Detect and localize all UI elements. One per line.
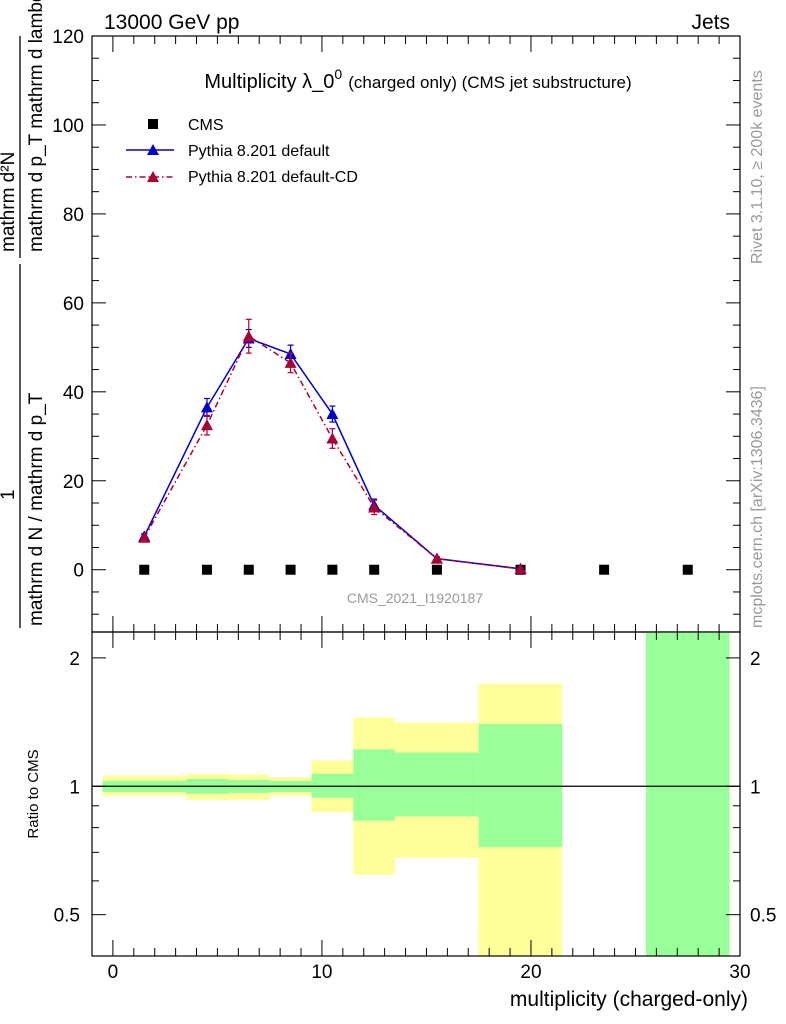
legend-pythia-marker: [147, 144, 159, 155]
main-y-tick-label: 80: [63, 205, 84, 226]
legend-pythia-cd-marker: [147, 171, 159, 182]
data-point-2: [326, 432, 339, 444]
data-point-2: [242, 330, 255, 342]
ratio-band-inner: [478, 723, 563, 848]
legend-pythia-cd-label: Pythia 8.201 default-CD: [188, 169, 358, 186]
main-ylabel-bot-den: mathrm d N / mathrm d p_T: [26, 392, 47, 626]
data-point-2: [138, 531, 151, 543]
data-point-cms: [682, 564, 693, 575]
ratio-band-inner: [645, 632, 730, 956]
chart-title-main: Multiplicity λ_0: [204, 71, 334, 93]
ratio-y-tick-label-right: 1: [750, 777, 761, 798]
legend-pythia-label: Pythia 8.201 default: [188, 143, 330, 160]
main-ylabel-top-den: mathrm d p_T mathrm d lambda: [26, 0, 47, 252]
data-point-cms: [327, 564, 338, 575]
series-line-1: [143, 337, 521, 570]
ratio-bands: [102, 632, 730, 956]
series-line-2: [143, 335, 521, 570]
header-right: Jets: [691, 11, 730, 34]
ratio-y-tick-label-left: 0.5: [54, 906, 80, 927]
data-point-cms: [201, 564, 212, 575]
data-point-cms: [599, 564, 610, 575]
main-ylabel-bot-num: 1: [0, 489, 19, 500]
main-y-axis-label: mathrm d²N mathrm d p_T mathrm d lambda …: [0, 0, 47, 628]
data-point-2: [368, 501, 381, 513]
header-left: 13000 GeV pp: [104, 11, 239, 34]
data-point-cms: [243, 564, 254, 575]
legend: CMS Pythia 8.201 default Pythia 8.201 de…: [126, 117, 358, 186]
main-x-ticks: [91, 36, 741, 632]
main-y-tick-label: 20: [63, 472, 84, 493]
ratio-y-ticks: 0.5 0.5 1 1 2 2: [54, 649, 776, 957]
data-point-1: [326, 408, 339, 420]
x-axis-label: multiplicity (charged-only): [510, 988, 748, 1011]
main-y-tick-label: 60: [63, 294, 84, 315]
main-y-tick-label: 100: [52, 116, 84, 137]
ratio-y-tick-label-left: 2: [69, 649, 80, 670]
chart-title-sup: 0: [334, 66, 342, 82]
main-y-tick-label: 40: [63, 383, 84, 404]
legend-cms-marker: [148, 119, 158, 129]
chart-title-sub: (charged only) (CMS jet substructure): [348, 73, 631, 92]
data-point-2: [514, 562, 527, 574]
ratio-band-inner: [353, 749, 396, 821]
data-point-cms: [139, 564, 150, 575]
rivet-label: Rivet 3.1.10, ≥ 200k events: [749, 70, 766, 264]
ratio-band-inner: [395, 752, 479, 817]
watermark: CMS_2021_I1920187: [347, 590, 483, 606]
main-ylabel-top-num: mathrm d²N: [0, 152, 19, 252]
main-panel: 0 20 40 60 80 100 120 CMS_2021_I1920187 Multip…: [52, 27, 741, 633]
chart-title: Multiplicity λ_00 (charged only) (CMS jet…: [204, 66, 631, 93]
ratio-x-tick-label: 10: [311, 962, 332, 983]
data-point-cms: [285, 564, 296, 575]
ratio-frame: [91, 631, 741, 957]
ratio-panel: 0.5 0.5 1 1 2 2 0 10 20 30 Ratio to CMS multipli…: [25, 631, 776, 1011]
ratio-x-ticks: 0 10 20 30: [91, 632, 751, 983]
ratio-x-tick-label: 0: [108, 962, 119, 983]
data-point-2: [430, 552, 443, 564]
ratio-y-tick-label-left: 1: [69, 777, 80, 798]
ratio-x-tick-label: 30: [729, 962, 750, 983]
data-point-2: [284, 356, 297, 368]
ratio-x-tick-label: 20: [520, 962, 541, 983]
data-point-cms: [369, 564, 380, 575]
ratio-y-axis-label: Ratio to CMS: [25, 749, 42, 838]
main-y-tick-label: 0: [73, 561, 84, 582]
main-y-ticks: 0 20 40 60 80 100 120: [52, 27, 740, 615]
mcplots-label: mcplots.cern.ch [arXiv:1306.3436]: [749, 386, 766, 628]
ratio-y-tick-label-right: 0.5: [750, 906, 776, 927]
data-point-cms: [431, 564, 442, 575]
main-data: [138, 318, 693, 575]
main-y-tick-label: 120: [52, 27, 84, 48]
data-point-1: [200, 401, 213, 413]
legend-cms-label: CMS: [188, 117, 224, 134]
data-point-2: [200, 419, 213, 431]
ratio-y-tick-label-right: 2: [750, 649, 761, 670]
